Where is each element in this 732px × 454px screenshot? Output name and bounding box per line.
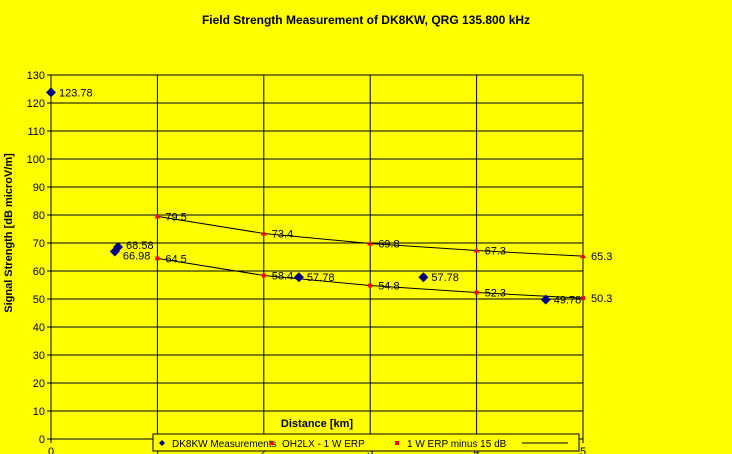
y-tick-label: 130	[27, 70, 45, 82]
data-label: 79.5	[165, 211, 186, 223]
y-tick-label: 60	[33, 266, 45, 278]
legend-triangle-marker	[269, 440, 275, 445]
y-tick-label: 120	[27, 98, 45, 110]
data-label: 67.3	[485, 246, 506, 258]
x-tick-label: 0	[48, 446, 54, 454]
data-label: 54.8	[378, 281, 399, 293]
y-tick-label: 70	[33, 238, 45, 250]
oh2lx-point	[473, 247, 480, 253]
y-tick-label: 90	[33, 182, 45, 194]
data-label: 65.3	[591, 251, 612, 263]
legend-box	[152, 433, 580, 452]
legend-square-marker	[395, 441, 399, 445]
data-label: 49.78	[554, 295, 582, 307]
legend-label: 1 W ERP minus 15 dB	[407, 439, 507, 450]
measurement-point	[540, 294, 551, 305]
y-tick-label: 0	[39, 434, 45, 446]
data-label: 57.78	[431, 272, 459, 284]
y-tick-label: 20	[33, 378, 45, 390]
minus15-point	[368, 283, 373, 288]
measurement-point	[293, 272, 304, 283]
measurement-point	[418, 272, 429, 283]
data-label: 52.3	[485, 288, 506, 300]
y-tick-label: 110	[27, 126, 45, 138]
data-label: 64.5	[165, 253, 186, 265]
y-tick-label: 10	[33, 406, 45, 418]
measurement-point	[113, 241, 124, 252]
data-label: 66.98	[123, 250, 151, 262]
legend-label: DK8KW Measurements	[172, 439, 276, 450]
x-tick-label: 5	[580, 446, 586, 454]
data-label: 68.58	[126, 240, 154, 252]
minus15-point	[581, 296, 585, 301]
legend: DK8KW Measurements OH2LX - 1 W ERP 1 W ERP…	[152, 433, 580, 452]
y-tick-label: 80	[33, 210, 45, 222]
data-label: 58.4	[272, 270, 293, 282]
x-axis-label: Distance [km]	[281, 418, 353, 430]
data-label: 50.3	[591, 293, 612, 305]
minus15-point	[474, 290, 479, 295]
y-tick-label: 100	[27, 154, 45, 166]
data-label: 69.8	[378, 239, 399, 251]
axis-layer: 0102030405060708090100110120130012345	[27, 70, 586, 454]
marker-layer	[46, 87, 586, 305]
data-label: 57.78	[307, 272, 335, 284]
minus15-point	[261, 273, 266, 278]
oh2lx-point	[580, 253, 586, 259]
oh2lx-point	[367, 240, 374, 246]
data-label: 123.78	[59, 87, 93, 99]
legend-label: OH2LX - 1 W ERP	[282, 439, 365, 450]
y-tick-label: 30	[33, 350, 45, 362]
chart-title: Field Strength Measurement of DK8KW, QRG…	[202, 13, 530, 27]
y-tick-label: 40	[33, 322, 45, 334]
y-axis-label: Signal Strength [dB microV/m]	[3, 153, 15, 313]
measurement-point	[46, 87, 56, 98]
y-tick-label: 50	[33, 294, 45, 306]
data-label: 73.4	[272, 228, 293, 240]
minus15-point	[155, 256, 160, 261]
oh2lx-point	[154, 213, 161, 219]
oh2lx-point	[260, 230, 267, 236]
legend-diamond-marker	[159, 440, 165, 446]
